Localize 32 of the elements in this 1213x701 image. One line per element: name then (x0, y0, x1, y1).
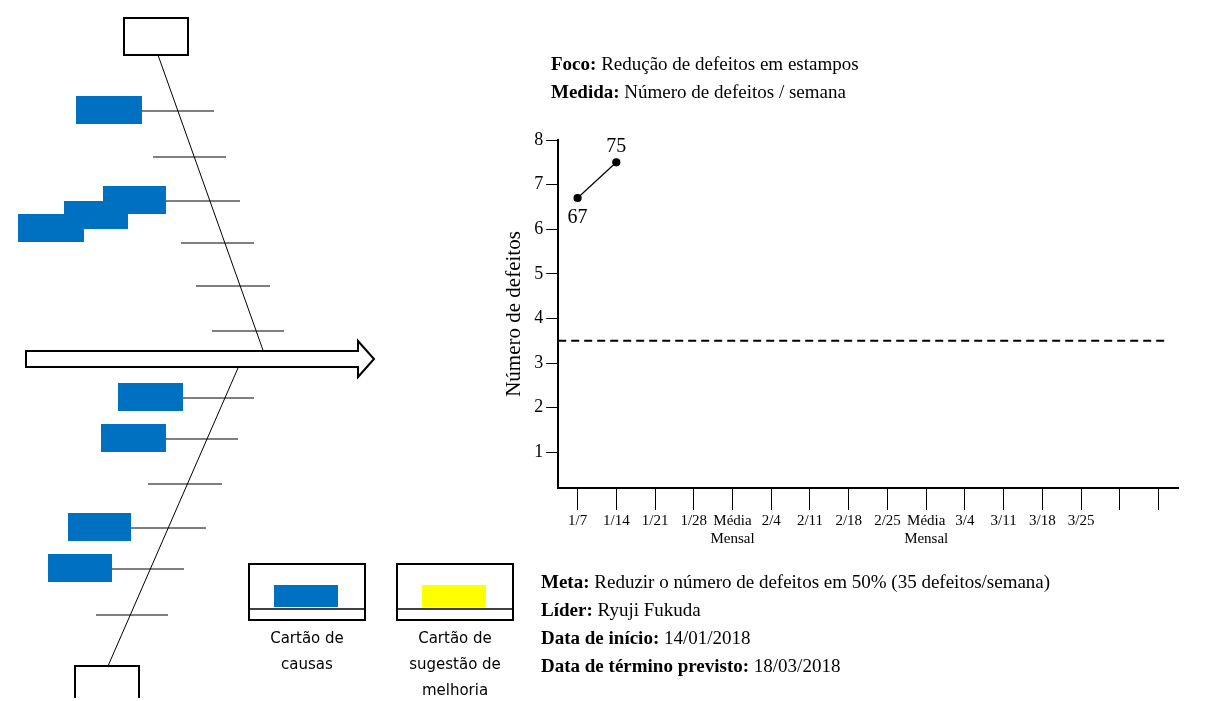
text: Data de início: 14/01/2018 (541, 627, 751, 648)
x-tick-label: 2/18 (835, 511, 863, 528)
x-tick-label: 1/14 (602, 511, 631, 528)
y-tick-label: 3 (534, 351, 544, 372)
x-tick-label: 3/18 (1029, 511, 1056, 528)
y-tick-label: 1 (534, 441, 544, 462)
y-tick-label: 8 (534, 128, 544, 149)
x-tick-label: 3/25 (1067, 511, 1095, 528)
y-tick-label: 6 (534, 217, 544, 238)
x-tick-label: 1/28 (680, 511, 708, 528)
text: Meta: Reduzir o número de defeitos em 50% (35 defeitos/semana) (541, 571, 1051, 592)
x-tick-label: 3/4 (955, 511, 976, 528)
x-tick-label: 1/21 (641, 511, 669, 528)
chart-subtitle: Medida: Número de defeitos / semana (551, 81, 846, 102)
text: Cartão de sugestão de melhoria (408, 628, 502, 701)
text: Líder: Ryuji Fukuda (541, 599, 701, 620)
annotation: 75 (606, 133, 627, 156)
x-tick-label: 3/11 (990, 511, 1017, 528)
y-tick-label: 2 (534, 396, 544, 417)
y-tick-label: 4 (534, 307, 544, 328)
x-tick-label: Média Mensal (710, 511, 755, 546)
chart-title: Foco: Redução de defeitos em estampos (551, 53, 859, 74)
y-tick-label: 5 (534, 262, 544, 283)
x-tick-label: 2/11 (796, 511, 824, 528)
x-tick-label: Média Mensal (904, 511, 949, 546)
text: Data de término previsto: 18/03/2018 (541, 655, 841, 676)
x-tick-label: 1/7 (567, 511, 588, 528)
x-tick-label: 2/25 (874, 511, 901, 528)
y-tick-label: 7 (534, 173, 544, 194)
x-tick-label: 2/4 (761, 511, 782, 528)
y-axis-title: Número de defeitos (501, 231, 526, 397)
annotation: 67 (567, 205, 588, 228)
